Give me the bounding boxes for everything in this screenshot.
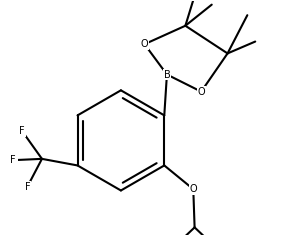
Text: O: O bbox=[197, 87, 205, 97]
Text: F: F bbox=[19, 126, 25, 136]
Text: F: F bbox=[25, 181, 30, 192]
Text: F: F bbox=[10, 155, 16, 165]
Text: O: O bbox=[189, 184, 197, 194]
Text: O: O bbox=[141, 39, 148, 49]
Text: B: B bbox=[164, 70, 170, 80]
